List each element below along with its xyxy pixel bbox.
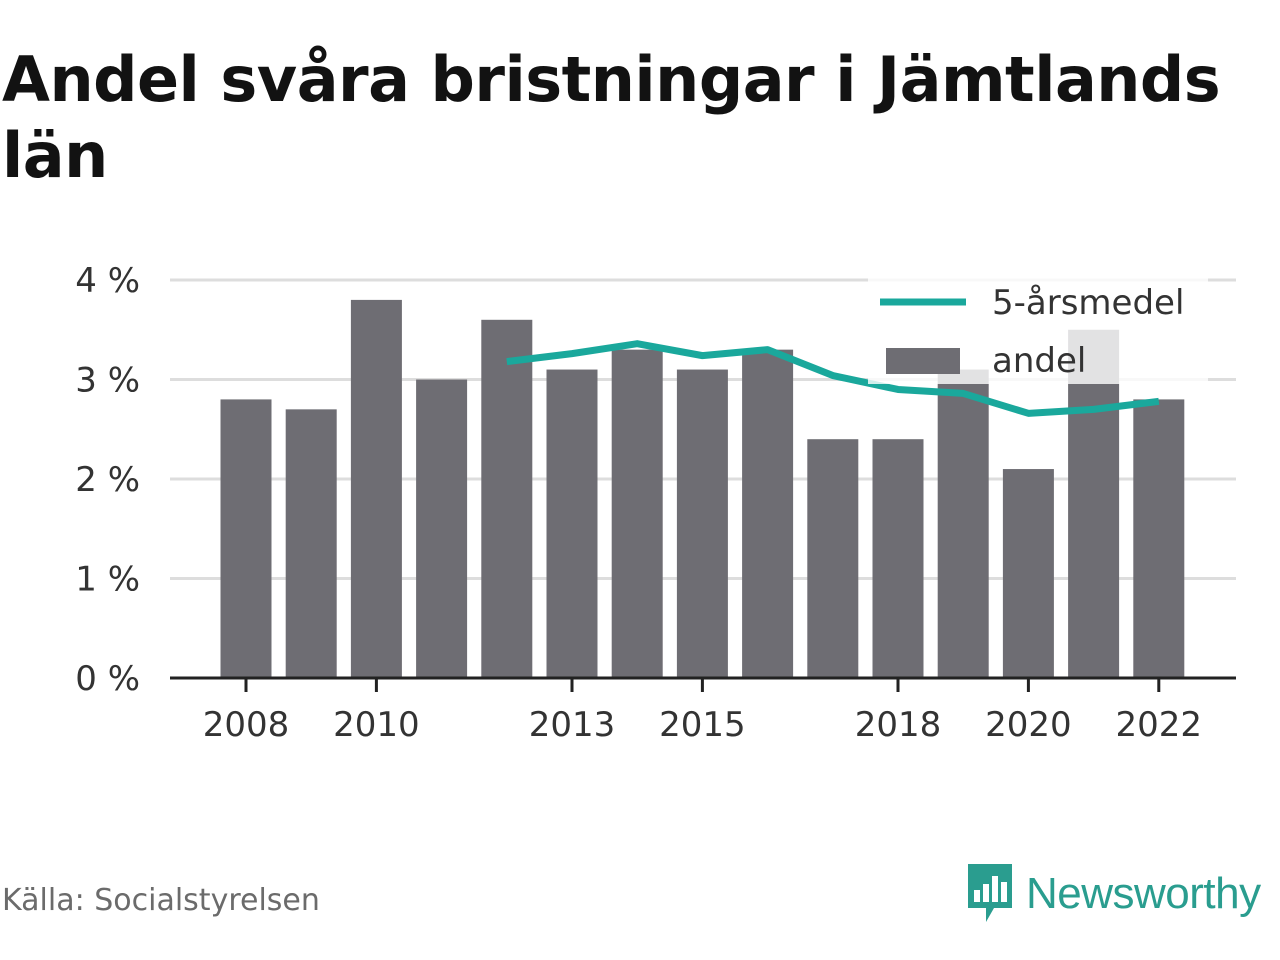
bars [220,299,1185,678]
bar-2021 [1068,329,1120,678]
bar-2017 [807,439,859,678]
y-tick-label: 0 % [75,659,140,699]
brand-logo[interactable]: Newsworthy [964,862,1261,926]
y-tick-label: 1 % [75,560,140,600]
bar-2022 [1133,399,1185,678]
bar-2013 [546,369,598,678]
x-tick-label: 2015 [659,705,746,745]
legend-bar-swatch [886,348,960,374]
legend-line-label: 5-årsmedel [992,283,1184,323]
legend-bar-label: andel [992,341,1086,381]
source-label: Källa: Socialstyrelsen [2,883,320,918]
chart-title: Andel svåra bristningar i Jämtlands län [2,43,1221,192]
y-tick-label: 4 % [75,261,140,301]
moving-average-polyline [506,340,1160,417]
bar-2016 [742,349,794,678]
x-tick-label: 2010 [333,705,420,745]
bar-2008 [220,399,272,678]
bar-2020 [1002,469,1054,678]
newsworthy-logo-icon [968,864,1012,922]
legend: 5-årsmedel andel [868,276,1208,384]
y-tick-label: 3 % [75,361,140,401]
bar-2010 [350,299,402,678]
bar-2012 [481,319,533,678]
bar-2019 [937,369,989,678]
x-tick-label: 2018 [855,705,942,745]
bar-2014 [611,349,663,678]
x-tick-label: 2020 [985,705,1072,745]
brand-name: Newsworthy [1026,869,1261,918]
axes: 0 % 1 % 2 % 3 % 4 % 2008 2010 2013 2015 2018 2020 2… [75,261,1236,745]
bar-2015 [676,369,728,678]
y-tick-label: 2 % [75,460,140,500]
bar-2011 [416,379,468,678]
bar-2018 [872,439,924,678]
x-tick-label: 2008 [203,705,290,745]
moving-average-line [506,340,1160,417]
x-tick-label: 2013 [529,705,616,745]
bar-2009 [285,409,337,678]
x-tick-label: 2022 [1116,705,1203,745]
